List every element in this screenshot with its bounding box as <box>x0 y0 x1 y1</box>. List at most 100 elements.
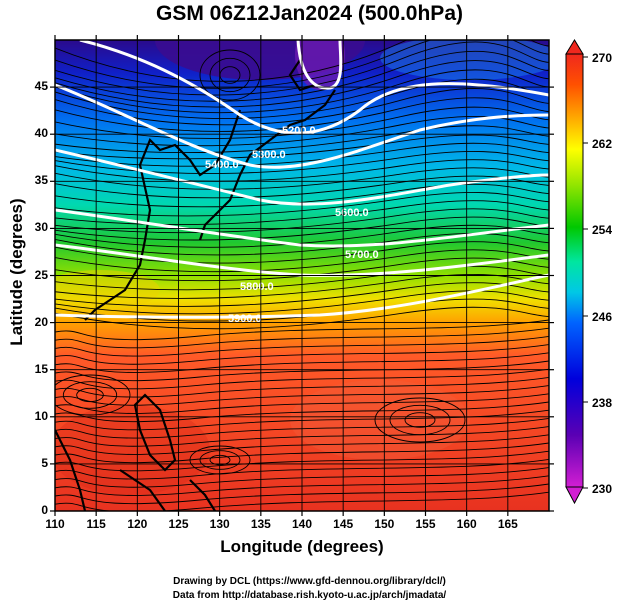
streamline-gyre <box>55 374 131 416</box>
colorbar-tick-label: 230 <box>592 482 613 496</box>
y-tick-label: 40 <box>34 126 48 141</box>
streamline <box>55 50 549 102</box>
streamline <box>55 175 549 199</box>
y-tick-label: 15 <box>34 361 48 376</box>
colorbar-tick-label: 254 <box>592 223 613 237</box>
streamline <box>55 442 549 464</box>
colorbar-tick-label: 246 <box>592 310 613 324</box>
streamline-gyre <box>62 381 118 409</box>
credit-drawing: Drawing by DCL (https://www.gfd-dennou.o… <box>173 576 446 587</box>
streamline <box>55 125 549 154</box>
contour-label: 5300.0 <box>252 149 286 161</box>
streamline <box>55 401 549 423</box>
colorbar-max-arrow <box>565 39 584 55</box>
x-tick-label: 135 <box>250 517 271 531</box>
x-tick-label: 165 <box>497 517 518 531</box>
streamline <box>55 368 549 390</box>
x-tick-label: 150 <box>374 517 395 531</box>
streamline <box>55 60 549 108</box>
streamline <box>55 450 549 472</box>
streamline <box>55 216 549 241</box>
streamline <box>55 265 549 291</box>
contour-label: 5600.0 <box>335 207 369 219</box>
height-contours <box>55 40 549 319</box>
contour-label: 5200.0 <box>282 125 316 137</box>
streamline <box>55 191 549 217</box>
contour-label: 5400.0 <box>205 159 239 171</box>
x-tick-label: 110 <box>45 517 65 531</box>
streamline <box>55 282 549 307</box>
streamline-gyre <box>76 387 104 403</box>
streamline <box>55 142 549 167</box>
map-title: GSM 06Z12Jan2024 (500.0hPa) <box>155 2 463 25</box>
streamline <box>55 257 549 282</box>
contour-label: 5700.0 <box>345 249 379 261</box>
streamline-gyre <box>374 397 466 443</box>
streamline <box>55 467 549 488</box>
streamline <box>55 290 549 315</box>
streamline <box>55 491 549 511</box>
streamline <box>55 385 549 406</box>
streamline <box>55 352 549 373</box>
streamline <box>55 88 549 126</box>
streamline <box>55 360 549 382</box>
streamline <box>55 273 549 299</box>
colorbar-tick-label: 238 <box>592 396 613 410</box>
streamline <box>55 335 549 357</box>
streamline-gyre <box>209 57 251 93</box>
streamline <box>55 327 549 349</box>
streamline <box>55 344 549 365</box>
x-tick-label: 140 <box>291 517 313 531</box>
x-tick-label: 160 <box>456 517 477 531</box>
y-tick-label: 5 <box>41 455 48 470</box>
y-tick-label: 20 <box>34 314 48 329</box>
y-tick-label: 0 <box>41 503 48 517</box>
streamline-gyre <box>404 412 436 428</box>
streamline <box>55 167 549 190</box>
colorbar-tick-label: 270 <box>592 51 613 65</box>
streamline <box>55 208 549 234</box>
streamlines <box>55 40 549 511</box>
streamline <box>55 159 549 182</box>
x-tick-label: 125 <box>168 517 189 531</box>
y-tick-label: 45 <box>34 79 48 94</box>
streamline <box>55 183 549 208</box>
streamline <box>55 376 549 398</box>
contour-label: 5900.0 <box>228 313 262 325</box>
streamline <box>55 134 549 160</box>
axis-ticks <box>50 35 554 516</box>
streamline <box>55 475 549 496</box>
colorbar-min-arrow <box>565 486 584 505</box>
grid-lines <box>55 40 549 511</box>
y-tick-label: 30 <box>34 220 48 235</box>
x-tick-label: 120 <box>127 517 148 531</box>
colorbar <box>565 39 588 505</box>
temperature-field <box>55 40 549 511</box>
x-tick-label: 155 <box>415 517 436 531</box>
streamline <box>55 69 549 114</box>
streamline <box>55 306 549 330</box>
contour-label: 5800.0 <box>240 281 274 293</box>
y-tick-label: 35 <box>34 173 48 188</box>
y-tick-label: 25 <box>34 267 48 282</box>
credit-data: Data from http://database.rish.kyoto-u.a… <box>172 590 447 601</box>
streamline <box>55 40 549 82</box>
streamline <box>55 426 549 447</box>
streamline <box>55 106 549 139</box>
x-tick-label: 115 <box>86 517 106 531</box>
streamline <box>55 319 549 341</box>
streamline <box>55 434 549 455</box>
streamline <box>55 249 549 273</box>
streamline-gyre <box>199 450 241 470</box>
streamline <box>55 40 549 89</box>
streamline-gyre <box>189 445 251 475</box>
x-tick-label: 130 <box>209 517 230 531</box>
streamline <box>55 241 549 264</box>
streamline-gyre <box>219 66 241 84</box>
streamline-gyre <box>389 404 451 436</box>
colorbar-tick-label: 262 <box>592 137 613 151</box>
streamline <box>55 115 549 147</box>
x-tick-label: 145 <box>333 517 354 531</box>
streamline <box>55 41 549 96</box>
